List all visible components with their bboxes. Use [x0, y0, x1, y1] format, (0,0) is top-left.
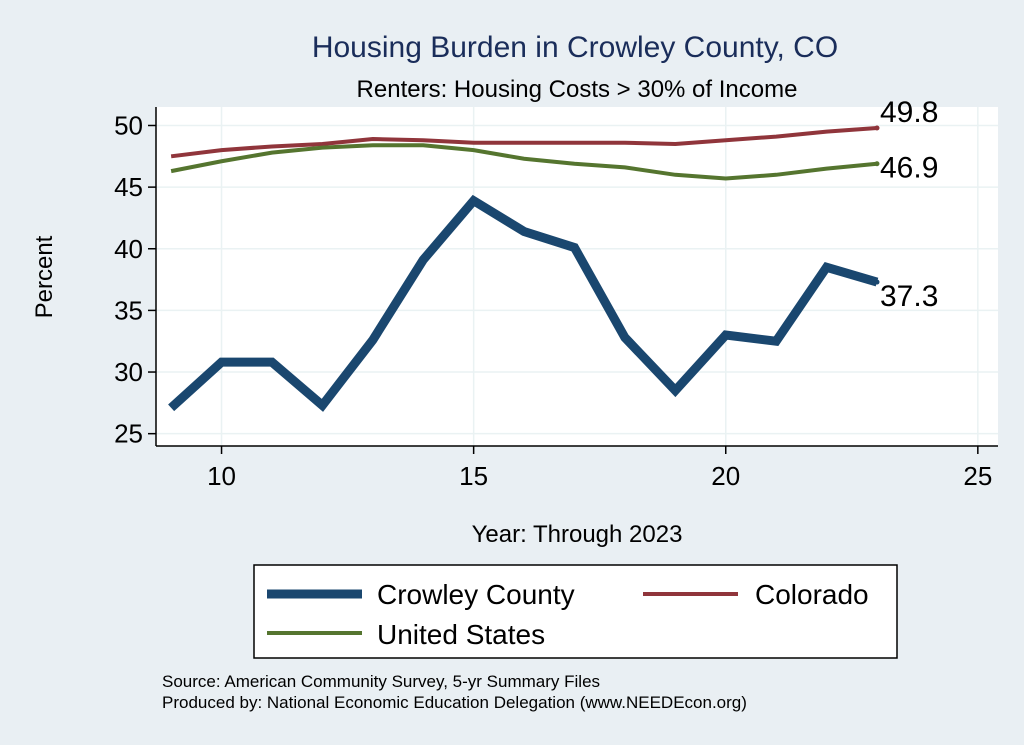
axes: 25 30 35 40 45 50 10 15 20 25: [114, 107, 998, 491]
x-tick-label: 10: [207, 461, 236, 491]
y-tick-label: 35: [114, 295, 143, 325]
x-tick-label: 15: [459, 461, 488, 491]
series-line-crowley-county: [168, 194, 879, 412]
y-tick-label: 30: [114, 357, 143, 387]
y-tick-label: 45: [114, 172, 143, 202]
series-lines: [168, 125, 880, 412]
y-tick-label: 50: [114, 110, 143, 140]
legend-label-united-states: United States: [377, 619, 545, 650]
y-axis-title: Percent: [31, 235, 58, 318]
x-axis-title: Year: Through 2023: [472, 521, 683, 548]
source-note: Source: American Community Survey, 5-yr …: [162, 672, 600, 691]
chart-title: Housing Burden in Crowley County, CO: [312, 31, 838, 64]
end-label-colorado: 49.8: [880, 96, 938, 129]
y-tick-label: 40: [114, 234, 143, 264]
x-tick-label: 25: [963, 461, 992, 491]
legend-label-colorado: Colorado: [755, 579, 869, 610]
gridlines: [156, 107, 998, 446]
end-label-crowley-county: 37.3: [880, 280, 938, 313]
end-point-united-states: [874, 161, 880, 167]
legend: Crowley County Colorado United States: [253, 564, 898, 659]
produced-by-note: Produced by: National Economic Education…: [162, 693, 747, 712]
series-line-united-states: [170, 143, 878, 181]
legend-box: [253, 564, 898, 659]
end-point-colorado: [874, 125, 880, 131]
y-tick-label: 25: [114, 419, 143, 449]
legend-label-crowley-county: Crowley County: [377, 579, 575, 610]
chart-subtitle: Renters: Housing Costs > 30% of Income: [357, 76, 798, 103]
x-tick-label: 20: [711, 461, 740, 491]
end-labels: 37.3 49.8 46.9: [880, 96, 938, 313]
series-line-colorado: [170, 125, 878, 159]
end-point-crowley-county: [874, 279, 880, 285]
end-label-united-states: 46.9: [880, 152, 938, 185]
